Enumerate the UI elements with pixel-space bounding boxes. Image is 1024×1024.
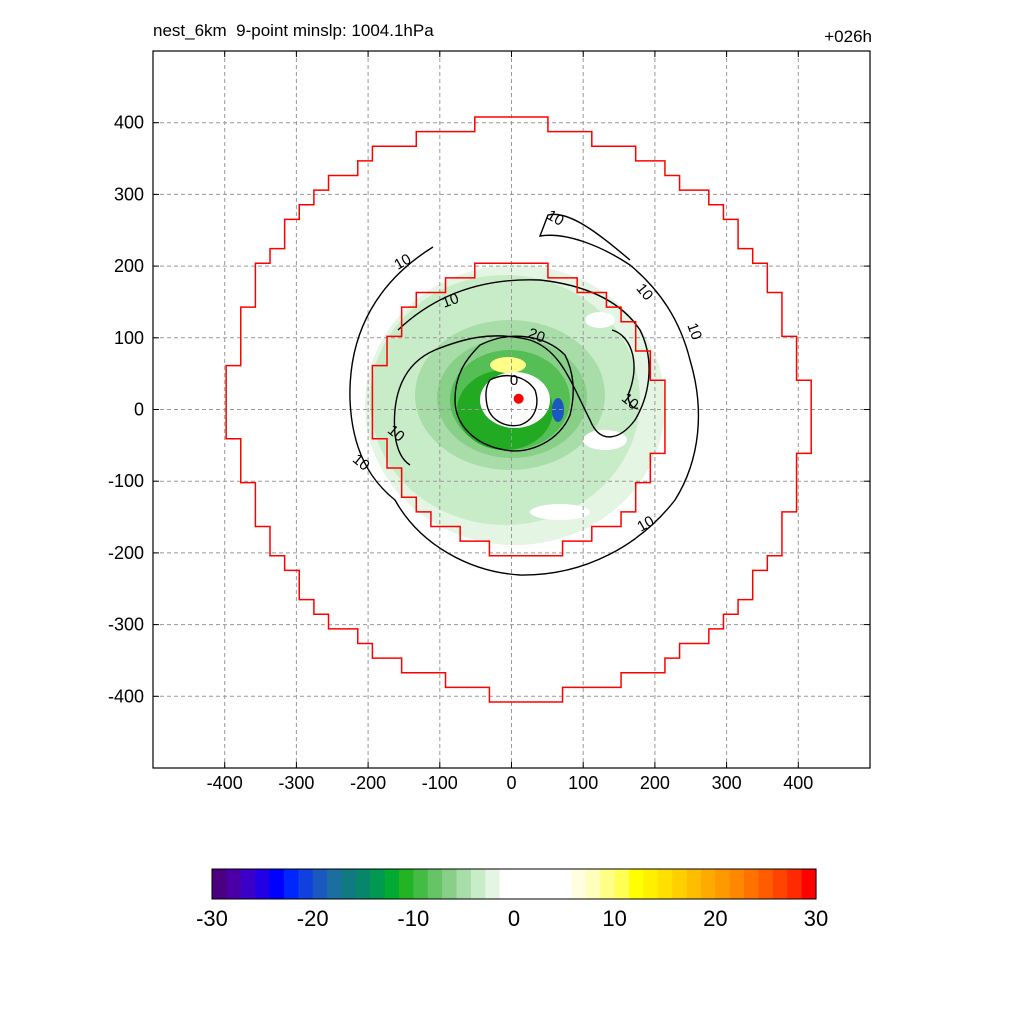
- colorbar-swatch: [427, 869, 443, 899]
- colorbar-swatch: [542, 869, 558, 899]
- colorbar-swatch: [657, 869, 673, 899]
- chart-subtitle: +026h: [824, 27, 872, 46]
- y-tick-label: 100: [114, 328, 144, 348]
- colorbar-swatch: [499, 869, 515, 899]
- contour-label: 10: [544, 207, 567, 230]
- colorbar-swatch: [341, 869, 357, 899]
- x-tick-label: -300: [278, 773, 314, 793]
- red-rings: [225, 116, 812, 703]
- contour-label: 10: [633, 280, 657, 304]
- colorbar-swatch: [686, 869, 702, 899]
- red-ring-outer: [225, 116, 812, 703]
- colorbar-swatch: [327, 869, 343, 899]
- contour-20: [454, 335, 574, 452]
- colorbar-swatch: [370, 869, 386, 899]
- colorbar-swatch: [283, 869, 299, 899]
- contour-10-inner: [393, 279, 650, 466]
- contour-10-outer: [349, 213, 700, 576]
- y-tick-label: 0: [134, 400, 144, 420]
- colorbar-swatch: [744, 869, 760, 899]
- colorbar-swatch: [672, 869, 688, 899]
- colorbar-frame: [211, 868, 817, 900]
- colorbar-swatch: [456, 869, 472, 899]
- y-tick-label: -300: [108, 615, 144, 635]
- colorbar-swatch: [772, 869, 788, 899]
- grid-lines: [153, 51, 870, 768]
- contour-label: 10: [634, 513, 657, 536]
- x-tick-label: -100: [422, 773, 458, 793]
- x-axis: -400 -300 -200 -100 0 100 200 300 400: [207, 51, 813, 793]
- colorbar-swatch: [514, 869, 529, 899]
- contour-label: 20: [526, 325, 547, 347]
- colorbar-swatch: [571, 869, 587, 899]
- colorbar-swatch: [715, 869, 731, 899]
- colorbar-swatch: [585, 869, 601, 899]
- field-blue-spot: [552, 398, 564, 422]
- colorbar-swatch: [557, 869, 573, 899]
- y-tick-label: 300: [114, 184, 144, 204]
- field-white-3: [585, 312, 615, 328]
- colorbar-tick-label: -30: [196, 906, 228, 931]
- colorbar-swatch: [643, 869, 659, 899]
- colorbar-swatch: [384, 869, 400, 899]
- colorbar-swatch: [787, 869, 803, 899]
- contour-label: 10: [391, 251, 414, 274]
- y-tick-label: -400: [108, 686, 144, 706]
- chart-title: nest_6km 9-point minslp: 1004.1hPa: [153, 21, 434, 40]
- contour-lines: [349, 213, 700, 576]
- colorbar-swatch: [398, 869, 414, 899]
- contour-label: 10: [440, 290, 461, 312]
- colorbar-swatch: [470, 869, 486, 899]
- colorbar: -30 -20 -10 0 10 20 30: [196, 868, 828, 931]
- y-tick-label: -100: [108, 471, 144, 491]
- colorbar-swatch: [269, 869, 285, 899]
- colorbar-tick-label: 0: [508, 906, 520, 931]
- colorbar-swatch: [729, 869, 745, 899]
- colorbar-tick-label: -20: [297, 906, 329, 931]
- x-tick-label: 100: [568, 773, 598, 793]
- colorbar-swatch: [758, 869, 774, 899]
- colorbar-tick-label: 20: [703, 906, 727, 931]
- x-tick-label: 400: [783, 773, 813, 793]
- field-white-1: [530, 504, 590, 520]
- colorbar-swatch: [413, 869, 429, 899]
- y-tick-label: 400: [114, 113, 144, 133]
- colorbar-swatch: [312, 869, 328, 899]
- colorbar-swatch: [240, 869, 256, 899]
- contour-0: [485, 374, 538, 427]
- contour-label: 10: [683, 321, 705, 342]
- x-tick-label: -200: [350, 773, 386, 793]
- field-white-2: [583, 430, 627, 450]
- red-ring-inner: [371, 262, 666, 557]
- field-yellow-spot: [490, 357, 526, 373]
- colorbar-swatch: [442, 869, 458, 899]
- y-tick-label: 200: [114, 256, 144, 276]
- contour-label: 0: [510, 372, 518, 389]
- x-tick-label: 300: [712, 773, 742, 793]
- x-tick-label: 0: [506, 773, 516, 793]
- colorbar-swatch: [255, 869, 271, 899]
- colorbar-swatch: [801, 869, 817, 899]
- colorbar-tick-label: -10: [397, 906, 429, 931]
- colorbar-swatch: [614, 869, 630, 899]
- colorbar-tick-label: 30: [804, 906, 828, 931]
- colorbar-swatch: [528, 869, 544, 899]
- storm-center-marker: [513, 393, 524, 404]
- colorbar-tick-label: 10: [602, 906, 626, 931]
- colorbar-swatch: [298, 869, 314, 899]
- x-tick-label: -400: [207, 773, 243, 793]
- colorbar-swatch: [226, 869, 242, 899]
- colorbar-swatch: [700, 869, 716, 899]
- x-tick-label: 200: [640, 773, 670, 793]
- y-tick-label: -200: [108, 543, 144, 563]
- colorbar-swatch: [600, 869, 616, 899]
- colorbar-swatch: [485, 869, 501, 899]
- colorbar-swatch: [212, 869, 227, 899]
- colorbar-swatch: [355, 869, 371, 899]
- contour-10-east: [611, 329, 639, 409]
- colorbar-swatch: [629, 869, 645, 899]
